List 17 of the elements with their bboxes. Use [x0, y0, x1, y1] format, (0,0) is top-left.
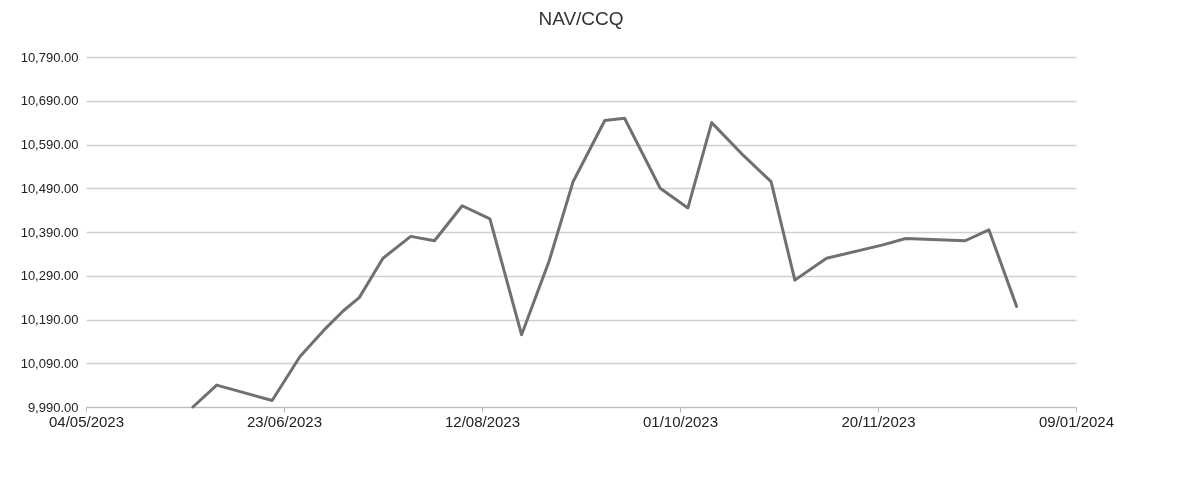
line-series [191, 116, 1019, 409]
x-tick-label: 20/11/2023 [841, 412, 916, 430]
x-tick-label: 01/10/2023 [642, 412, 719, 430]
y-tick-label: 9,990.00 [27, 399, 79, 415]
y-tick-label: 10,390.00 [20, 224, 79, 240]
y-tick-label: 10,590.00 [20, 137, 79, 152]
x-tick-label: 12/08/2023 [444, 412, 521, 430]
y-tick-label: 10,290.00 [20, 268, 79, 284]
y-tick-label: 10,790.00 [20, 49, 79, 65]
x-tick-label: 23/06/2023 [246, 412, 323, 430]
x-tick-label: 04/05/2023 [48, 412, 125, 430]
y-tick-label: 10,090.00 [20, 355, 79, 371]
y-tick-label: 10,690.00 [20, 93, 79, 109]
x-tick-label: 09/01/2024 [1038, 412, 1115, 430]
y-tick-label: 10,490.00 [20, 180, 79, 196]
chart-title: NAV/CCQ [538, 8, 624, 29]
y-tick-label: 10,190.00 [20, 312, 79, 327]
